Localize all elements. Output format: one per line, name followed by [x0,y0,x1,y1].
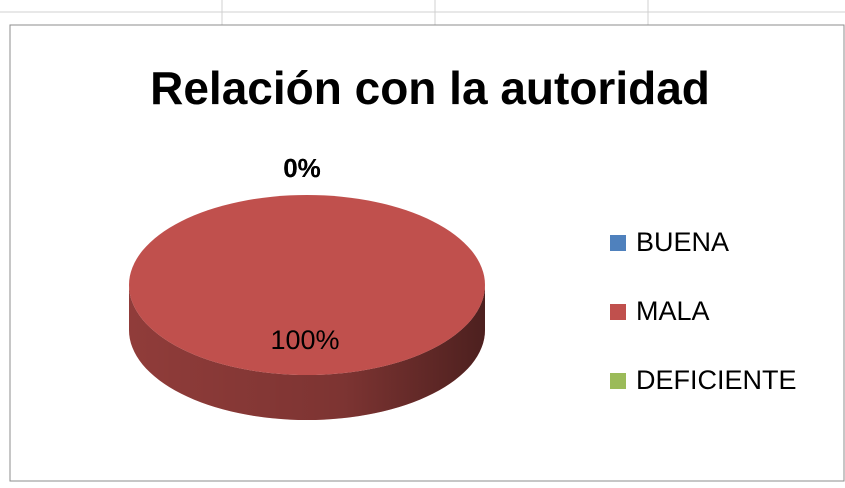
legend-swatch [610,235,626,251]
data-label: 100% [270,325,339,355]
data-label: 0% [283,153,321,183]
legend-label: DEFICIENTE [636,365,797,395]
legend-swatch [610,373,626,389]
sheet-grid [0,0,845,25]
slice-side-shade [129,285,485,420]
pie: 0%100%0% [129,153,485,420]
legend: BUENA MALA DEFICIENTE [610,227,797,395]
legend-label: MALA [636,296,710,326]
legend-swatch [610,304,626,320]
slice [129,195,485,375]
chart-title: Relación con la autoridad [150,62,710,114]
legend-label: BUENA [636,227,729,257]
data-label: 0% [283,153,321,183]
